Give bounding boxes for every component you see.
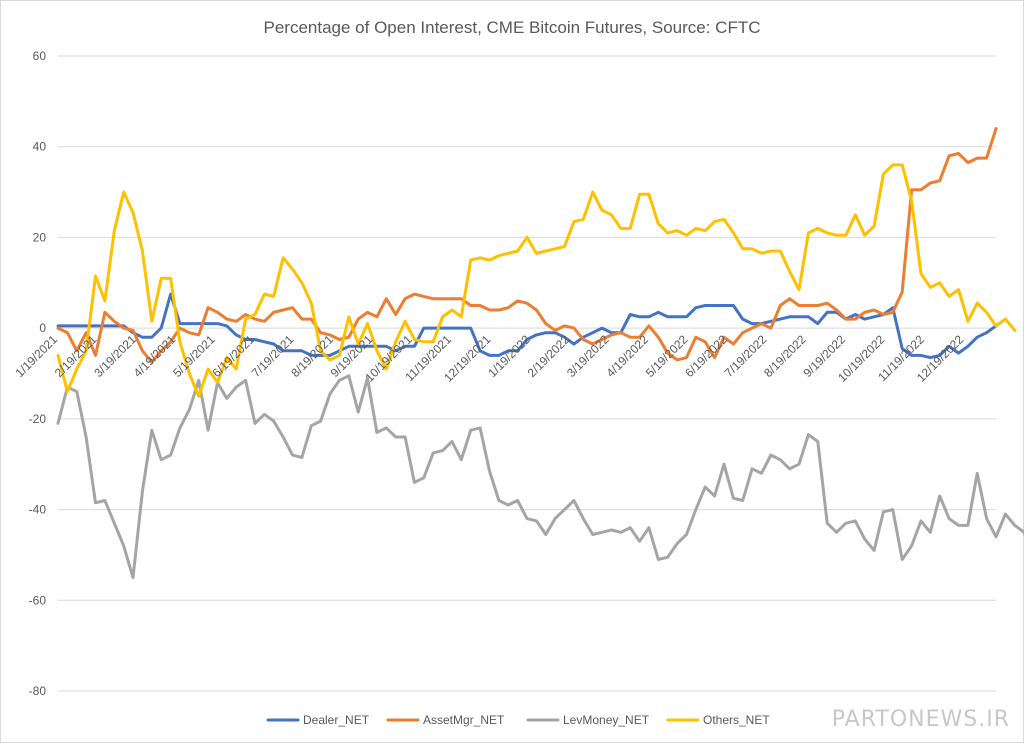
legend-label: Dealer_NET — [303, 713, 370, 727]
series-lines — [56, 127, 1024, 580]
chart-title: Percentage of Open Interest, CME Bitcoin… — [264, 18, 761, 37]
y-tick-label: 40 — [33, 140, 47, 154]
legend-item: LevMoney_NET — [526, 713, 650, 727]
legend-label: LevMoney_NET — [563, 713, 650, 727]
legend: Dealer_NET AssetMgr_NET LevMoney_NET Others… — [266, 713, 770, 727]
y-tick-label: -80 — [29, 684, 47, 698]
legend-label: AssetMgr_NET — [423, 713, 505, 727]
y-tick-label: 60 — [33, 49, 47, 63]
y-tick-label: 0 — [39, 321, 46, 335]
y-tick-label: -60 — [29, 593, 47, 607]
y-tick-label: -40 — [29, 503, 47, 517]
legend-label: Others_NET — [703, 713, 770, 727]
legend-item: Others_NET — [666, 713, 770, 727]
series-line-assetmgr-net — [56, 127, 998, 364]
gridlines — [58, 55, 996, 692]
series-line-levmoney-net — [56, 374, 1024, 580]
series-line-others-net — [56, 163, 1017, 398]
watermark-text: PARTONEWS.IR — [832, 707, 1010, 732]
y-tick-label: -20 — [29, 412, 47, 426]
legend-item: AssetMgr_NET — [386, 713, 505, 727]
legend-item: Dealer_NET — [266, 713, 370, 727]
y-axis-tick-labels: 60 40 20 0 -20 -40 -60 -80 — [29, 49, 47, 698]
y-tick-label: 20 — [33, 230, 47, 244]
